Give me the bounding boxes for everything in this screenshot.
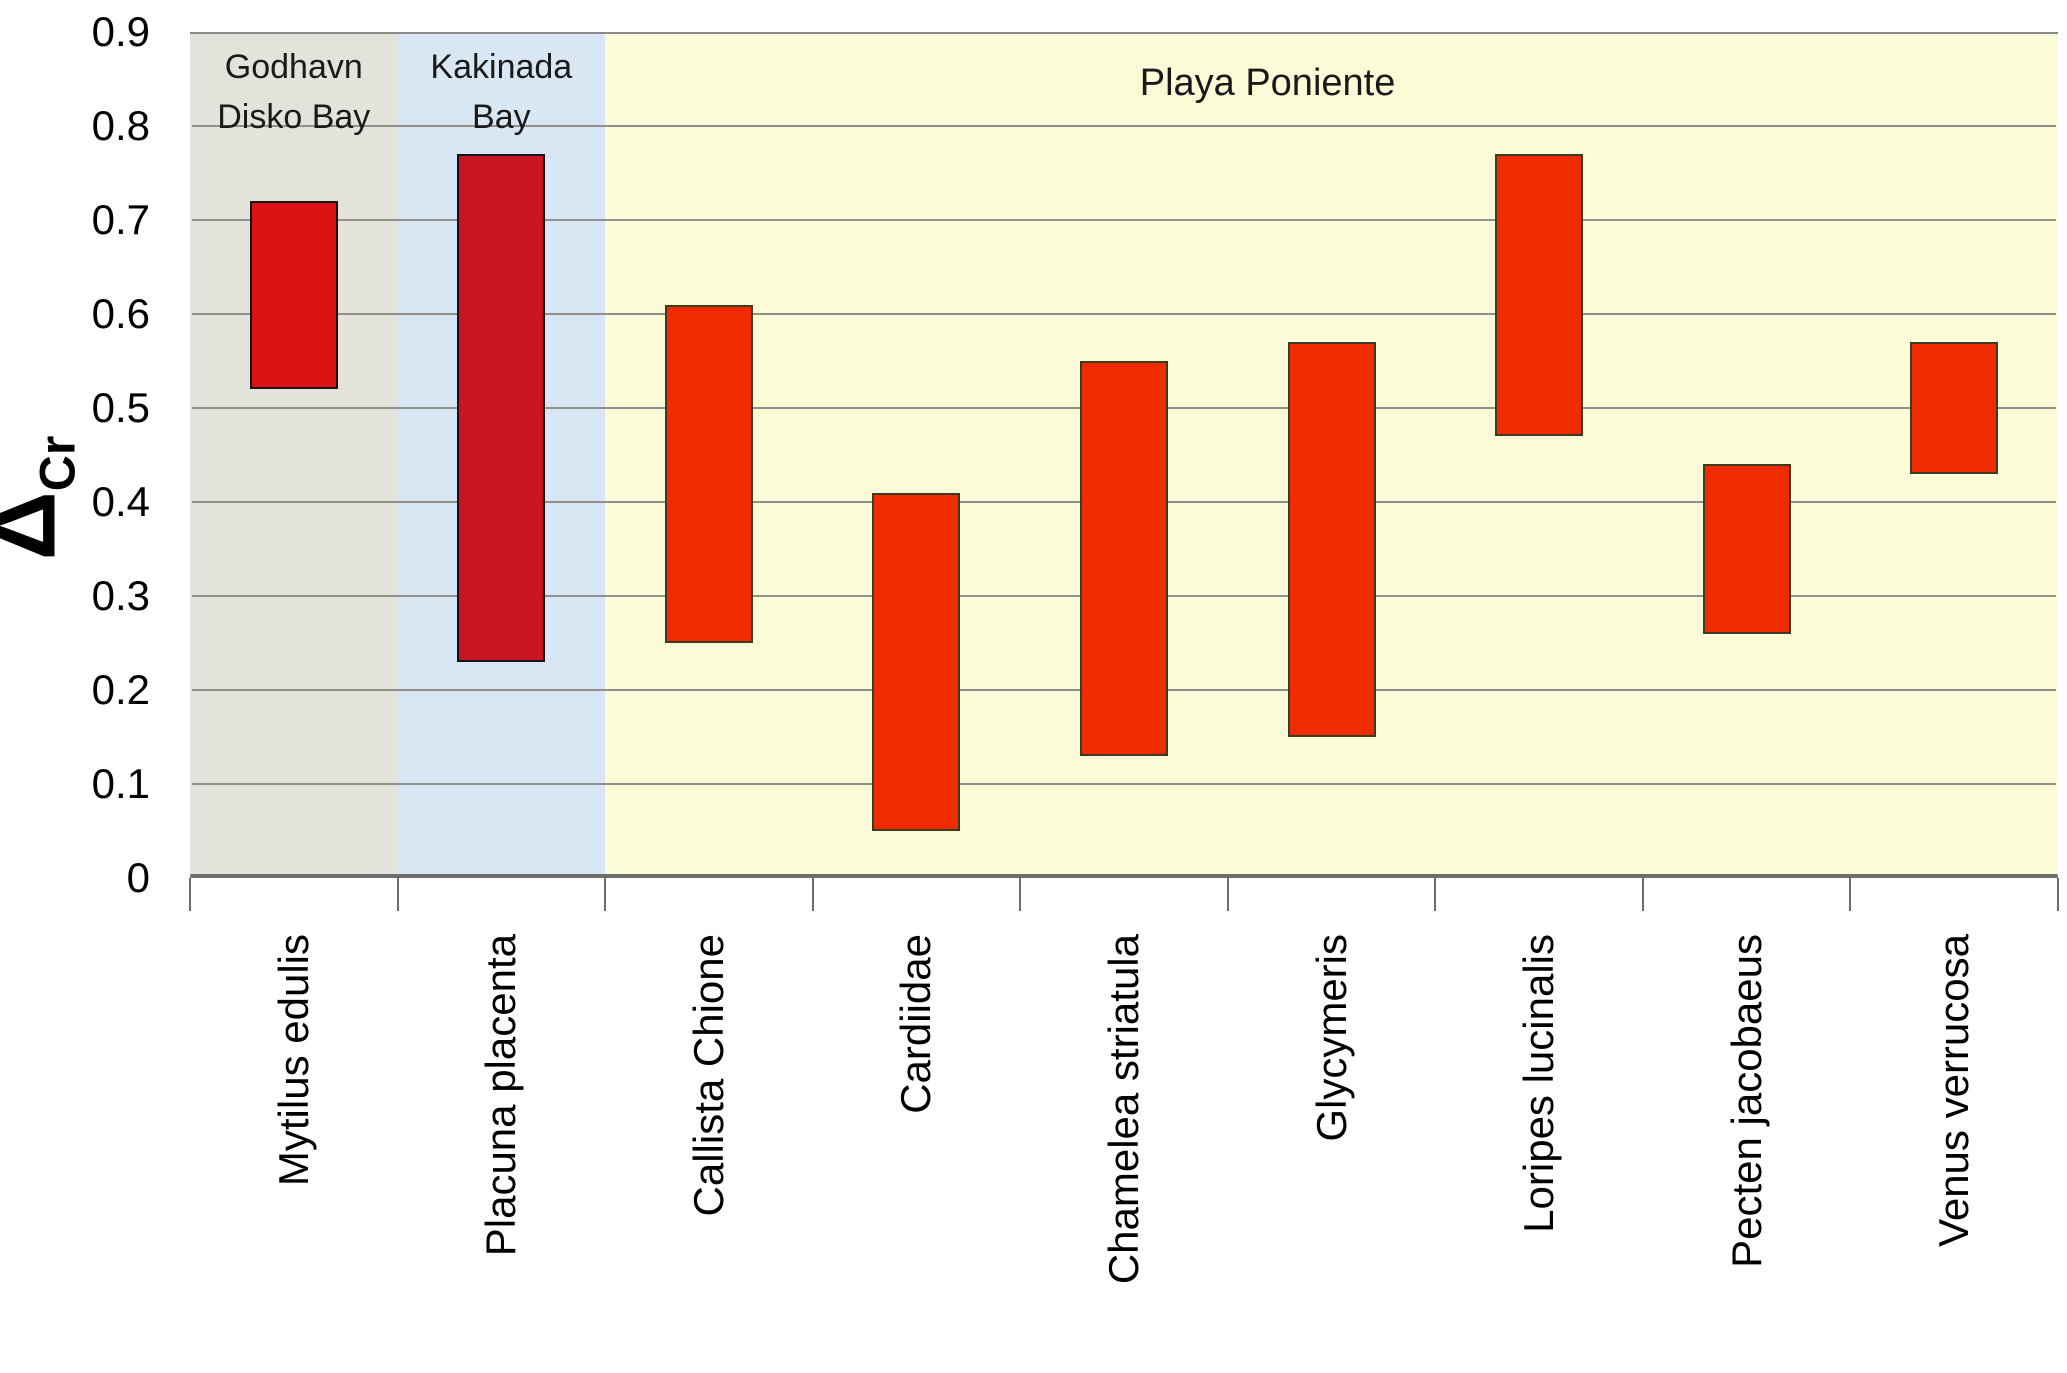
x-category-label-pecten-jacobaeus: Pecten jacobaeus <box>1722 934 1770 1268</box>
x-category-label-chamelea-striatula: Chamelea striatula <box>1100 934 1147 1285</box>
region-title-1: Godhavn Disko Bay <box>190 42 398 142</box>
x-category-label-cardiidae: Cardiidae <box>892 934 940 1114</box>
y-tick-label-0.8: 0.8 <box>91 102 150 149</box>
x-tick-mark-3 <box>811 878 814 911</box>
x-tick-mark-4 <box>1019 878 1022 911</box>
x-tick-mark-2 <box>604 878 607 911</box>
region-title-line-2: Bay <box>472 98 531 136</box>
gridline-0.6 <box>192 313 2056 315</box>
gridline-0.8 <box>192 125 2056 127</box>
gridline-0.1 <box>192 783 2056 785</box>
plot-area: Godhavn Disko Bay Kakinada Bay Playa Ponient… <box>190 32 2058 878</box>
x-category-label-loripes-lucinalis: Loripes lucinalis <box>1515 934 1563 1233</box>
y-tick-label-0: 0 <box>126 854 150 901</box>
x-tick-mark-6 <box>1434 878 1437 911</box>
region-title-line-1: Godhavn <box>224 48 363 86</box>
range-bar-glycymeris <box>1287 342 1376 737</box>
region-title-3: Playa Poniente <box>541 60 1994 106</box>
range-bar-callista-chione <box>664 304 753 643</box>
region-title-line-1: Kakinada <box>430 48 573 86</box>
x-category-label-placuna-placenta: Placuna placenta <box>477 934 525 1257</box>
y-tick-label-0.3: 0.3 <box>91 572 150 619</box>
x-category-label-callista-chione: Callista Chione <box>684 934 732 1217</box>
y-tick-label-0.7: 0.7 <box>91 196 150 243</box>
y-tick-label-0.4: 0.4 <box>91 478 150 525</box>
region-band-1 <box>190 34 398 874</box>
x-tick-mark-5 <box>1226 878 1229 911</box>
range-bar-pecten-jacobaeus <box>1702 464 1791 634</box>
region-title-line-2: Disko Bay <box>217 98 371 136</box>
x-tick-mark-7 <box>1641 878 1644 911</box>
region-title-2: Kakinada Bay <box>398 42 606 142</box>
x-category-label-venus-verrucosa: Venus verrucosa <box>1930 934 1978 1247</box>
range-bar-chamelea-striatula <box>1080 361 1168 756</box>
x-category-label-glycymeris: Glycymeris <box>1307 934 1355 1142</box>
y-tick-label-0.6: 0.6 <box>91 290 150 337</box>
y-tick-label-0.2: 0.2 <box>91 666 150 713</box>
y-axis-title-symbol: Δ <box>0 491 75 560</box>
y-tick-label-0.5: 0.5 <box>91 384 150 431</box>
y-tick-label-0.1: 0.1 <box>91 760 150 807</box>
range-bar-cardiidae <box>872 492 961 831</box>
region-title-line-1: Playa Poniente <box>1139 62 1396 104</box>
x-tick-mark-1 <box>396 878 399 911</box>
x-tick-mark-8 <box>1849 878 1852 911</box>
x-tick-mark-9 <box>2057 878 2059 911</box>
range-bar-venus-verrucosa <box>1910 342 1999 474</box>
range-bar-placuna-placenta <box>457 154 546 662</box>
y-tick-label-0.9: 0.9 <box>91 8 150 55</box>
gridline-0.7 <box>192 219 2056 221</box>
range-bar-loripes-lucinalis <box>1495 154 1584 437</box>
y-axis-title-text: ΔCr <box>0 436 113 561</box>
range-bar-mytilus-edulis <box>249 201 338 390</box>
y-axis-title-subscript: Cr <box>29 435 86 492</box>
x-tick-mark-0 <box>189 878 191 911</box>
x-category-label-mytilus-edulis: Mytilus edulis <box>269 934 317 1187</box>
